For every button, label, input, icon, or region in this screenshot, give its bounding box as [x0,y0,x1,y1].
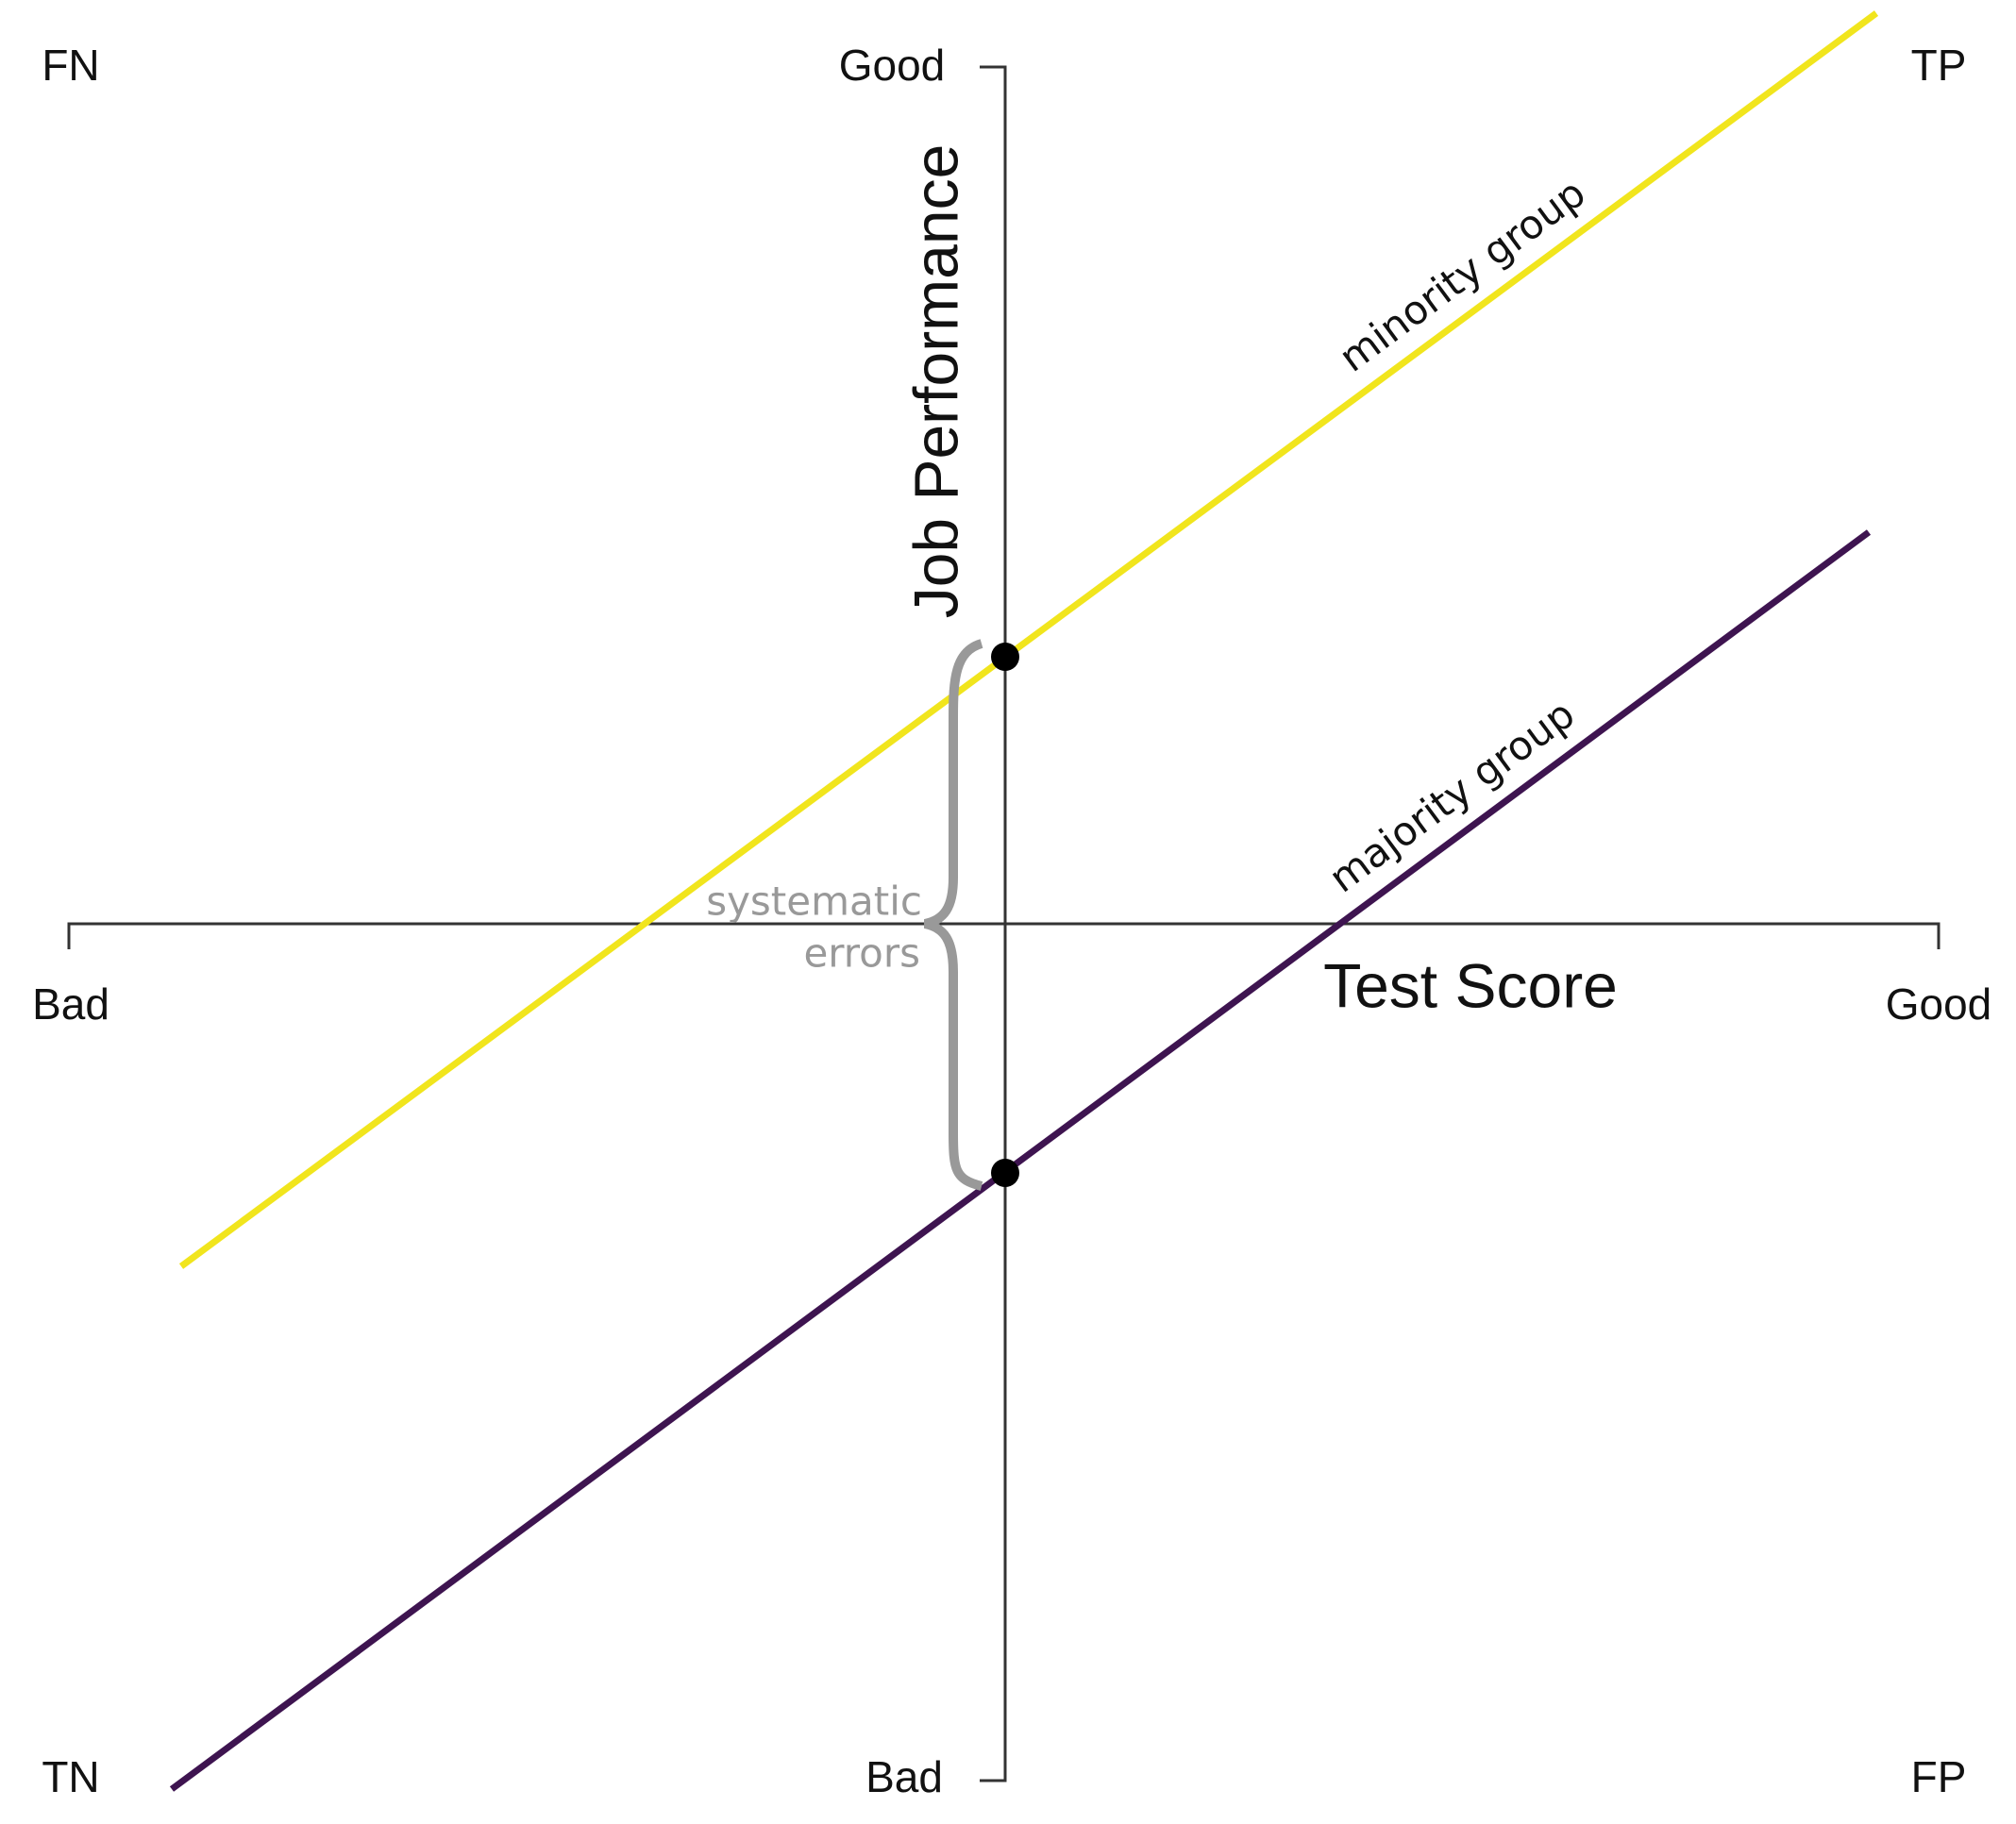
intercept-dot [991,1159,1019,1187]
corner-label: TP [1911,41,1967,90]
annotation: errors [803,930,920,977]
line-label: minority group [1331,170,1594,381]
x-axis-title: Test Score [1323,950,1618,1020]
brace [923,639,983,1191]
y-axis-title: Job Performance [900,144,970,619]
intercept-dot [991,643,1019,671]
majority-line [169,529,1872,1792]
line-label: majority group [1320,691,1583,902]
x-high-label: Good [1886,979,1992,1029]
annotation: systematic [706,879,922,925]
corner-label: FP [1911,1752,1967,1801]
minority-line [178,10,1879,1269]
x-low-label: Bad [32,979,109,1029]
corner-label: TN [42,1752,99,1801]
corner-label: FN [42,41,99,90]
y-low-label: Bad [865,1752,943,1801]
y-high-label: Good [839,41,946,90]
x-axis [67,922,1940,949]
